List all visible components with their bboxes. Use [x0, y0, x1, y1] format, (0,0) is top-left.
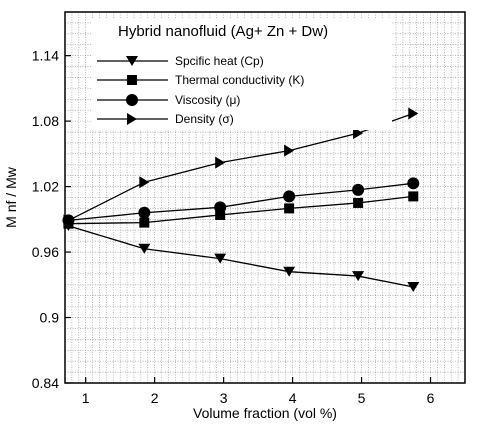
data-point: [408, 107, 419, 120]
y-tick-label: 1.08: [32, 113, 59, 129]
data-point: [408, 191, 419, 202]
data-point: [63, 214, 74, 227]
legend-marker: [127, 113, 137, 125]
y-tick-label: 0.9: [40, 310, 60, 326]
legend-marker: [127, 75, 137, 85]
data-point: [215, 209, 226, 220]
data-point: [138, 243, 151, 254]
data-point: [407, 281, 420, 292]
x-tick-label: 3: [220, 390, 228, 406]
axes: 1 2 3 4 5 6 0.84 0.9 0.96 1.02 1.08 1.14: [32, 48, 435, 406]
y-tick-label: 1.02: [32, 179, 59, 195]
legend-marker: [126, 56, 138, 66]
y-tick-label: 0.84: [32, 375, 59, 391]
data-point: [139, 176, 150, 189]
legend-marker: [126, 94, 138, 106]
x-tick-label: 4: [289, 390, 297, 406]
data-point: [284, 144, 295, 157]
legend-background: [92, 18, 392, 130]
x-tick-label: 6: [427, 390, 435, 406]
legend-label: Density (σ): [175, 112, 234, 126]
data-point: [215, 156, 226, 169]
data-point: [352, 271, 365, 282]
x-tick-label: 5: [358, 390, 366, 406]
x-tick-label: 2: [151, 390, 159, 406]
legend-label: Spcific heat (Cp): [175, 54, 264, 68]
y-axis-title: M nf / Mw: [3, 166, 19, 228]
series-line: [68, 225, 414, 288]
data-point: [138, 206, 151, 219]
legend-title: Hybrid nanofluid (Ag+ Zn + Dw): [118, 23, 328, 40]
data-point: [352, 183, 365, 196]
series-line: [68, 182, 414, 222]
series-layer: [62, 107, 420, 292]
data-point: [139, 217, 150, 228]
legend-label: Viscosity (μ): [175, 93, 240, 107]
y-tick-label: 1.14: [32, 48, 59, 64]
data-point: [283, 190, 296, 203]
data-point: [407, 177, 420, 190]
data-point: [214, 201, 227, 214]
x-tick-label: 1: [82, 390, 90, 406]
legend-label: Thermal conductivity (K): [175, 73, 304, 87]
x-axis-title: Volume fraction (vol %): [193, 405, 337, 421]
data-point: [353, 197, 364, 208]
data-point: [284, 203, 295, 214]
data-point: [283, 266, 296, 277]
legend: Hybrid nanofluid (Ag+ Zn + Dw) Spcific he…: [92, 18, 392, 130]
plot-frame: [64, 11, 466, 384]
y-tick-label: 0.96: [32, 244, 59, 260]
series-2: [62, 177, 420, 227]
data-point: [353, 127, 364, 140]
series-line: [68, 195, 414, 225]
data-point: [214, 253, 227, 264]
